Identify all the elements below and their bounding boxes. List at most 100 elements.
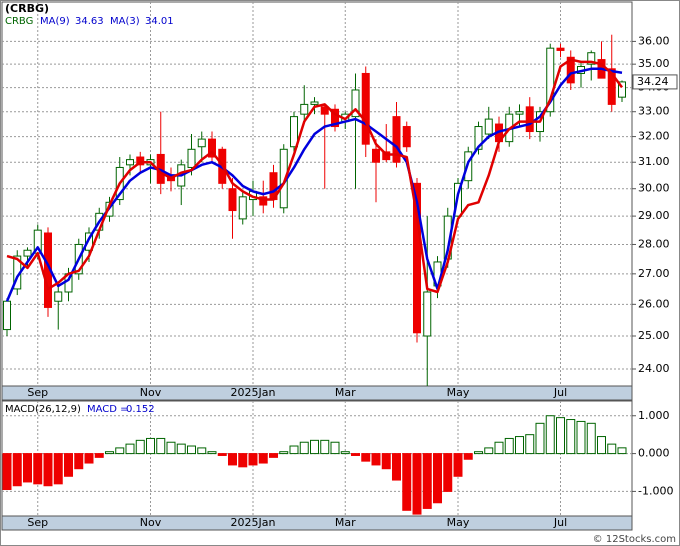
macd-bar — [53, 453, 63, 485]
macd-bar — [84, 453, 94, 464]
legend-value: 34.01 — [145, 16, 174, 27]
macd-value: 0.152 — [126, 404, 155, 415]
macd-bar — [258, 453, 268, 464]
y-tick-label: 28.00 — [638, 237, 670, 250]
candle-body — [607, 68, 616, 105]
macd-bar — [279, 451, 289, 455]
y-tick-label: 35.00 — [638, 57, 670, 70]
macd-bar — [474, 451, 483, 455]
macd-bar — [545, 415, 555, 455]
candle-body — [290, 116, 298, 148]
macd-bar — [176, 443, 186, 455]
macd-bar — [566, 419, 576, 455]
legend-name: MA(3) — [110, 16, 140, 27]
candle-body — [618, 81, 626, 98]
y-tick-label: 24.00 — [638, 362, 670, 375]
macd-bar — [125, 443, 135, 455]
y-tick-label: 36.00 — [638, 34, 670, 47]
macd-bar — [535, 422, 545, 455]
x-tick-label: Sep — [27, 386, 48, 399]
macd-bar — [310, 439, 319, 455]
macd-bar — [228, 453, 237, 466]
candle-body — [320, 106, 329, 115]
macd-bar — [484, 447, 494, 455]
x-tick-label: 2025Jan — [231, 386, 276, 399]
macd-bar — [433, 453, 442, 504]
macd-bar — [248, 453, 258, 466]
y-tick-label: 32.00 — [638, 130, 670, 143]
chart-title: (CRBG) — [5, 2, 49, 15]
candle-body — [259, 196, 268, 206]
watermark: © 12Stocks.com — [593, 534, 676, 545]
macd-bar — [351, 453, 360, 456]
macd-bar — [597, 436, 606, 455]
macd-bar — [381, 453, 391, 470]
candle-body — [546, 47, 555, 113]
last-price-box — [632, 74, 678, 90]
macd-bar — [299, 441, 309, 455]
macd-bar — [105, 451, 114, 455]
candle-body — [331, 108, 339, 128]
candle-body — [208, 138, 216, 158]
legend-symbol: CRBG — [5, 16, 33, 27]
candle-body — [392, 116, 401, 163]
macd-bar — [525, 434, 535, 455]
candle-body — [515, 111, 524, 115]
candle-body — [300, 103, 309, 115]
macd-bar — [269, 453, 278, 458]
candle-body — [85, 232, 93, 251]
candle-body — [372, 148, 380, 163]
macd-bar — [166, 441, 176, 455]
macd-bar — [289, 445, 299, 455]
macd-bar — [187, 445, 196, 455]
y-tick-label: 27.00 — [638, 267, 670, 280]
macd-bar — [2, 453, 12, 491]
macd-bar — [586, 422, 596, 455]
price-panel — [1, 1, 633, 387]
y-tick-label: 26.00 — [638, 297, 670, 310]
candle-body — [423, 291, 432, 337]
legend-value: 34.63 — [75, 16, 104, 27]
macd-bar — [330, 441, 340, 455]
macd-bar — [238, 453, 248, 468]
macd-caption: MACD = — [87, 404, 129, 415]
macd-bar — [217, 453, 227, 456]
candle-body — [310, 101, 319, 105]
candle-body — [525, 106, 534, 133]
candle-body — [238, 196, 247, 220]
macd-bar — [23, 453, 32, 483]
candle-body — [402, 126, 411, 148]
x-tick-label: Jul — [553, 386, 567, 399]
x-tick-label: Mar — [335, 516, 356, 529]
macd-bar — [361, 453, 371, 462]
y-tick-label: 0.000 — [638, 447, 670, 460]
macd-bar — [402, 453, 412, 511]
candle-body — [474, 126, 483, 150]
candle-body — [566, 56, 575, 84]
y-tick-label: 31.00 — [638, 155, 670, 168]
x-axis-band — [1, 515, 633, 531]
y-tick-label: 25.00 — [638, 329, 670, 342]
macd-bar — [135, 439, 145, 455]
macd-title: MACD(26,12,9) — [5, 404, 81, 415]
x-tick-label: Nov — [140, 516, 162, 529]
plot-layer: 24.00 25.00 26.00 27.00 28.00 29.00 30.00 31.00… — [2, 2, 678, 529]
candle-body — [228, 188, 237, 212]
macd-bar — [494, 441, 504, 455]
macd-bar — [504, 437, 514, 455]
candle-body — [556, 47, 565, 51]
x-tick-label: Mar — [335, 386, 356, 399]
macd-bar — [197, 447, 207, 455]
candle-body — [361, 72, 370, 145]
macd-bar — [12, 453, 22, 487]
x-axis-band — [1, 385, 633, 401]
macd-bar — [617, 447, 627, 455]
candle-body — [126, 159, 134, 166]
y-tick-label: -1.000 — [638, 484, 673, 497]
y-tick-label: 29.00 — [638, 209, 670, 222]
macd-bar — [453, 453, 463, 477]
macd-bar — [207, 451, 217, 455]
y-tick-label: 30.00 — [638, 182, 670, 195]
macd-bar — [422, 453, 432, 509]
macd-bar — [156, 437, 166, 455]
